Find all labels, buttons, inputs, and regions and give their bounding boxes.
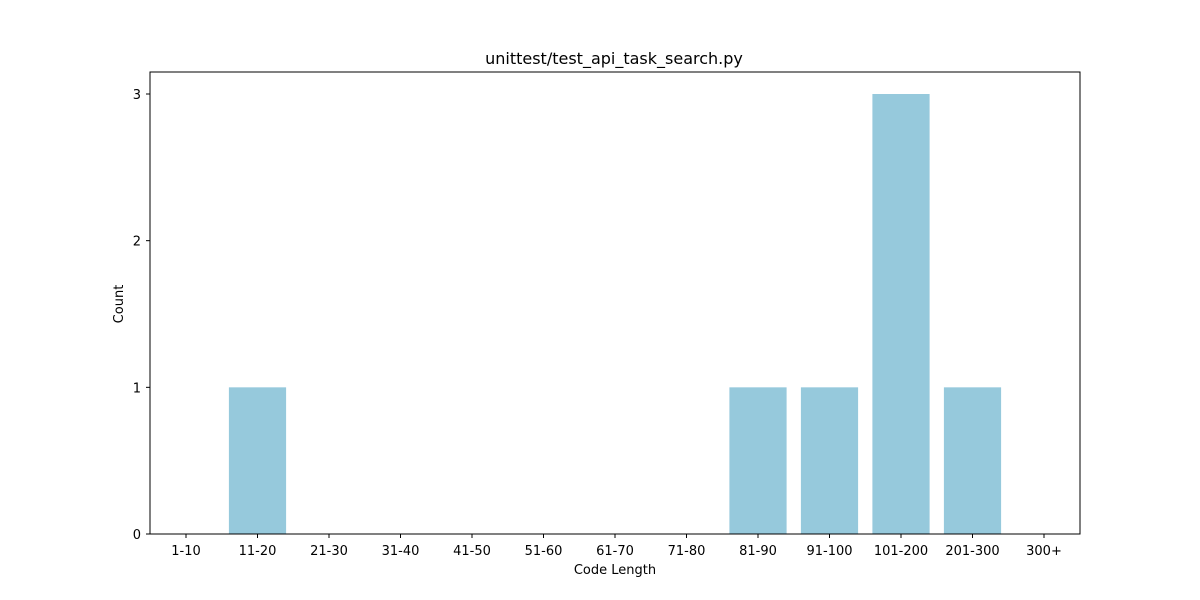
x-tick-label: 1-10 bbox=[171, 544, 201, 559]
y-tick-label: 0 bbox=[133, 528, 141, 543]
x-tick-label: 101-200 bbox=[874, 544, 928, 559]
bar-91-100 bbox=[800, 387, 859, 534]
x-tick-label: 201-300 bbox=[945, 544, 999, 559]
y-tick-label: 2 bbox=[133, 235, 141, 250]
x-tick-label: 41-50 bbox=[453, 544, 491, 559]
x-tick-label: 300+ bbox=[1026, 544, 1062, 559]
x-tick-label: 81-90 bbox=[739, 544, 777, 559]
bar-201-300 bbox=[943, 387, 1002, 534]
y-tick-label: 1 bbox=[133, 381, 141, 396]
x-tick-label: 71-80 bbox=[668, 544, 706, 559]
x-tick-label: 11-20 bbox=[239, 544, 277, 559]
x-axis-label: Code Length bbox=[574, 563, 656, 578]
x-axis: 1-10 11-20 21-30 31-40 41-50 51-60 61-70 71-80 8… bbox=[171, 534, 1062, 559]
x-tick-label: 61-70 bbox=[596, 544, 634, 559]
y-tick-label: 3 bbox=[133, 88, 141, 103]
x-tick-label: 31-40 bbox=[382, 544, 420, 559]
plot-frame bbox=[149, 71, 1081, 535]
x-tick-label: 91-100 bbox=[806, 544, 852, 559]
bar-11-20 bbox=[228, 387, 287, 534]
y-axis: 0 1 2 3 bbox=[133, 88, 150, 543]
x-tick-label: 21-30 bbox=[310, 544, 348, 559]
y-axis-label: Count bbox=[112, 285, 127, 324]
bars-group bbox=[228, 94, 1002, 534]
bar-101-200 bbox=[872, 94, 930, 534]
x-tick-label: 51-60 bbox=[525, 544, 563, 559]
chart-title: unittest/test_api_task_search.py bbox=[485, 49, 743, 69]
bar-81-90 bbox=[729, 387, 787, 534]
